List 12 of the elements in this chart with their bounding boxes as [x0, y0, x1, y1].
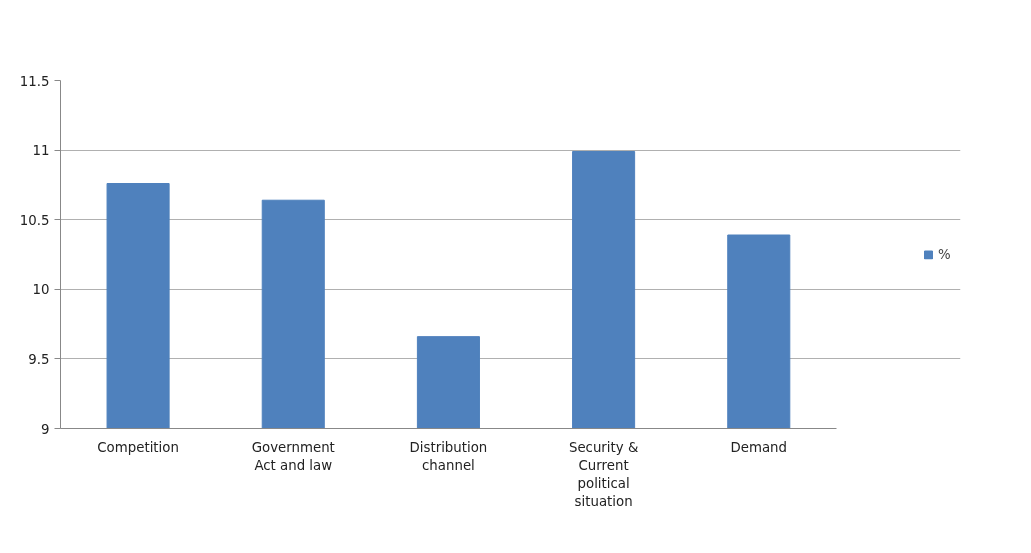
x-tick-label: Distribution channel	[409, 439, 488, 473]
y-tick-label: 11	[32, 143, 50, 159]
x-tick-label: Security & Current political situation	[568, 439, 639, 509]
y-tick-label: 11.5	[19, 73, 50, 89]
y-tick-label: 10.5	[19, 212, 50, 228]
x-tick-label: Competition	[97, 439, 179, 455]
y-tick-label: 9	[41, 421, 50, 437]
y-tick-label: 9.5	[28, 351, 50, 367]
y-tick-label: 10	[32, 282, 50, 298]
legend-label: %	[938, 246, 952, 262]
x-tick-label: Government Act and law	[251, 439, 335, 473]
x-tick-label: Demand	[730, 439, 788, 455]
